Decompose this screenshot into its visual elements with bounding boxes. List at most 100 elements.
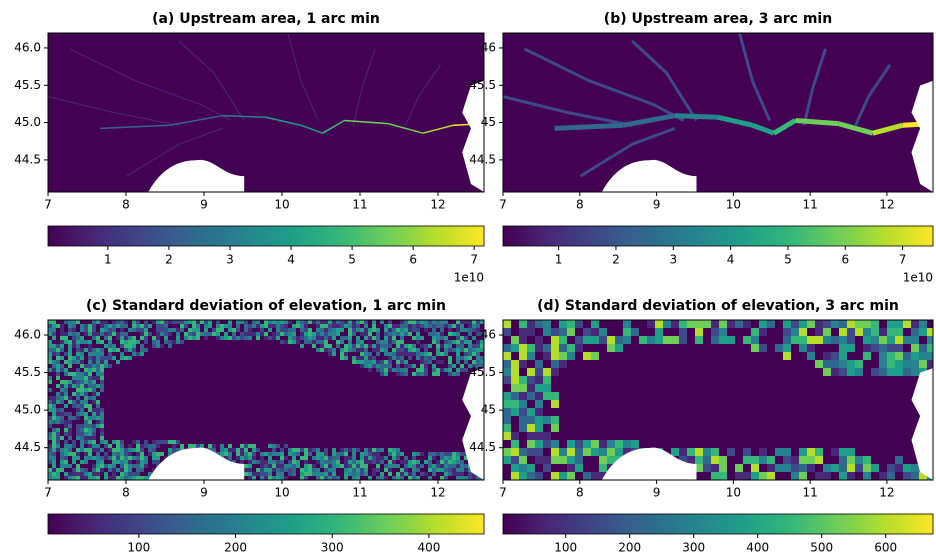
raster-cell [464,348,468,352]
raster-cell [308,472,312,476]
raster-cell [104,336,108,340]
raster-cell [543,440,551,448]
raster-cell [743,320,751,328]
raster-cell [116,444,120,448]
raster-cell [88,428,92,432]
raster-cell [436,452,440,456]
raster-cell [519,408,527,416]
raster-cell [136,324,140,328]
raster-cell [88,372,92,376]
raster-cell [136,328,140,332]
raster-cell [316,460,320,464]
raster-cell [108,344,112,348]
raster-cell [64,452,68,456]
raster-cell [511,472,519,480]
raster-cell [64,388,68,392]
raster-cell [132,320,136,324]
raster-cell [831,360,839,368]
raster-cell [300,344,304,348]
raster-cell [92,336,96,340]
colorbar-tick-label: 1 [555,253,563,267]
raster-cell [52,412,56,416]
raster-cell [132,472,136,476]
raster-cell [232,448,236,452]
raster-cell [72,400,76,404]
raster-cell [432,464,436,468]
raster-cell [472,352,476,356]
raster-cell [440,464,444,468]
raster-cell [380,340,384,344]
raster-cell [503,328,511,336]
raster-cell [160,324,164,328]
raster-cell [839,320,847,328]
raster-cell [300,448,304,452]
raster-cell [60,364,64,368]
raster-cell [432,468,436,472]
colorbar-tick-label: 200 [618,541,641,555]
raster-cell [64,448,68,452]
raster-cell [200,320,204,324]
raster-cell [372,320,376,324]
raster-cell [380,460,384,464]
raster-cell [48,348,52,352]
raster-cell [96,416,100,420]
raster-cell [695,464,703,472]
raster-cell [456,324,460,328]
raster-cell [855,320,863,328]
raster-cell [88,328,92,332]
raster-cell [252,452,256,456]
raster-cell [615,440,623,448]
raster-cell [56,396,60,400]
raster-cell [380,348,384,352]
tributary [352,48,376,126]
raster-cell [468,324,472,328]
raster-cell [344,336,348,340]
raster-cell [711,328,719,336]
raster-cell [480,344,484,348]
raster-cell [116,460,120,464]
raster-cell [140,352,144,356]
raster-cell [919,360,927,368]
raster-cell [64,420,68,424]
raster-cell [807,456,815,464]
raster-cell [92,384,96,388]
raster-cell [104,472,108,476]
raster-cell [136,464,140,468]
raster-cell [92,424,96,428]
raster-cell [80,440,84,444]
raster-cell [527,416,535,424]
raster-cell [76,452,80,456]
raster-cell [791,464,799,472]
raster-cell [316,452,320,456]
raster-cell [432,328,436,332]
raster-cell [639,336,647,344]
raster-cell [88,404,92,408]
raster-cell [104,360,108,364]
raster-cell [228,448,232,452]
raster-cell [607,336,615,344]
raster-cell [879,344,887,352]
raster-cell [64,396,68,400]
raster-cell [392,456,396,460]
raster-cell [92,444,96,448]
raster-cell [719,464,727,472]
raster-cell [384,352,388,356]
raster-cell [324,332,328,336]
raster-cell [468,352,472,356]
raster-cell [551,400,559,408]
raster-cell [452,452,456,456]
raster-cell [352,476,356,480]
raster-cell [332,348,336,352]
raster-cell [216,328,220,332]
raster-cell [392,348,396,352]
raster-cell [92,468,96,472]
raster-cell [304,340,308,344]
raster-cell [340,464,344,468]
raster-cell [408,476,412,480]
raster-cell [356,356,360,360]
raster-cell [156,444,160,448]
raster-cell [228,444,232,448]
raster-cell [76,360,80,364]
raster-cell [416,372,420,376]
raster-cell [168,452,172,456]
